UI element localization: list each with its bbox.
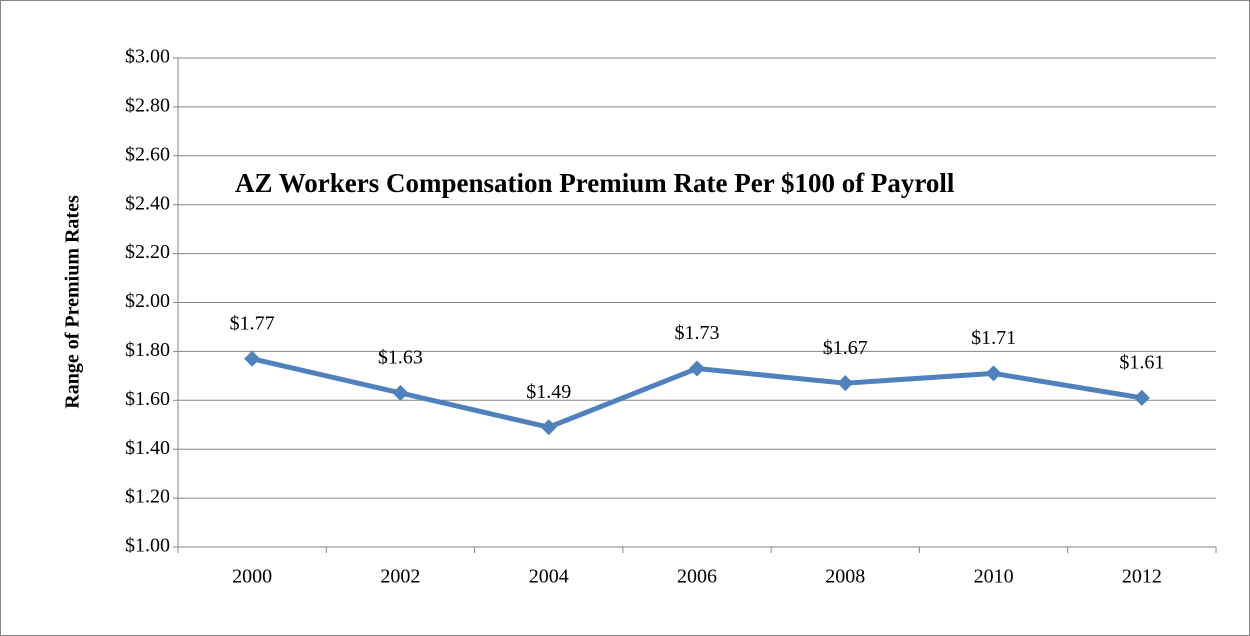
data-label: $1.77: [230, 312, 275, 334]
y-tick-label: $2.00: [125, 290, 170, 312]
y-tick-label: $2.80: [125, 94, 170, 116]
y-tick-label: $1.80: [125, 339, 170, 361]
data-label: $1.71: [971, 327, 1016, 349]
x-tick-label: 2008: [825, 566, 865, 588]
y-tick-label: $3.00: [125, 46, 170, 68]
marker: [985, 365, 1002, 382]
marker: [1133, 389, 1150, 406]
marker: [540, 419, 557, 436]
chart-title: AZ Workers Compensation Premium Rate Per…: [235, 168, 955, 198]
data-label: $1.67: [823, 337, 868, 359]
data-label: $1.61: [1119, 351, 1164, 373]
x-tick-label: 2002: [380, 566, 420, 588]
y-tick-label: $1.20: [125, 486, 170, 508]
y-tick-label: $2.20: [125, 241, 170, 263]
x-tick-label: 2000: [232, 566, 272, 588]
marker: [244, 350, 261, 367]
data-label: $1.63: [378, 347, 423, 369]
data-label: $1.73: [675, 322, 720, 344]
y-tick-label: $2.40: [125, 192, 170, 214]
y-tick-label: $1.60: [125, 388, 170, 410]
x-tick-label: 2010: [974, 566, 1014, 588]
marker: [837, 375, 854, 392]
y-tick-label: $2.60: [125, 143, 170, 165]
marker: [392, 384, 409, 401]
data-label: $1.49: [526, 381, 571, 403]
y-tick-label: $1.00: [125, 535, 170, 557]
y-axis-label: Range of Premium Rates: [62, 195, 84, 409]
marker: [689, 360, 705, 377]
x-tick-label: 2012: [1122, 566, 1162, 588]
y-tick-label: $1.40: [125, 437, 170, 459]
x-tick-label: 2006: [677, 566, 717, 588]
x-tick-label: 2004: [529, 566, 569, 588]
